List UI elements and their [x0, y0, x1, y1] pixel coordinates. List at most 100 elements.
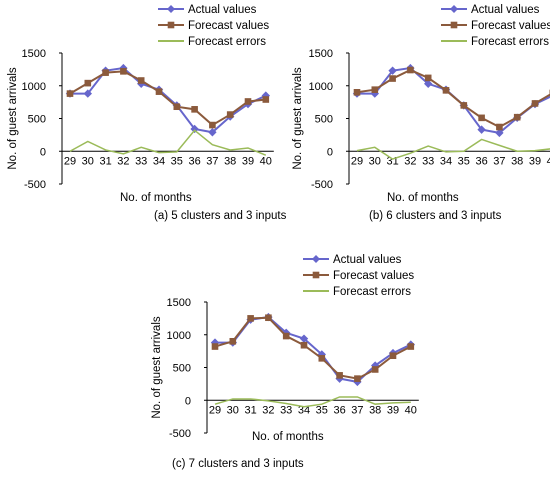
series-line-3	[356, 138, 550, 160]
data-point-actual	[495, 128, 504, 138]
x-tick-label: 35	[458, 155, 470, 167]
x-tick-label: 38	[511, 155, 523, 167]
x-tick-label: 29	[351, 155, 363, 167]
data-point-actual	[477, 125, 486, 134]
data-point-forecast	[209, 121, 216, 129]
chart-caption: (b) 6 clusters and 3 inputs	[369, 210, 502, 222]
data-point-forecast	[407, 66, 414, 74]
data-point-forecast	[531, 100, 539, 107]
data-point-forecast	[265, 314, 272, 322]
x-axis-title: No. of months	[252, 431, 324, 443]
x-tick-label: 36	[475, 155, 487, 167]
data-point-actual	[388, 66, 397, 75]
y-tick-label: 1000	[309, 81, 333, 93]
x-tick-label: 40	[405, 404, 417, 416]
data-point-forecast	[244, 98, 252, 105]
legend-label: Forecast values	[333, 270, 414, 282]
chart-2: 150010005000-500293031323334353637383940…	[292, 4, 550, 222]
data-point-forecast	[229, 338, 237, 345]
x-tick-label: 36	[333, 404, 345, 416]
legend-label: Actual values	[333, 254, 402, 266]
x-tick-label: 30	[227, 404, 239, 416]
x-tick-label: 35	[171, 155, 183, 167]
legend-marker	[312, 271, 320, 279]
chart-1: 1500 1000 500 0 -500 29 30 31 32 33 34 35 36 37 38 39 40…	[7, 4, 287, 222]
data-point-forecast	[354, 375, 361, 382]
x-tick-label: 38	[369, 404, 381, 416]
x-tick-label: 33	[135, 155, 147, 167]
data-point-forecast	[336, 372, 343, 379]
y-tick-label: -500	[311, 179, 333, 191]
x-tick-label: 32	[404, 155, 416, 167]
y-tick-label: 1500	[309, 48, 333, 60]
data-point-forecast	[191, 106, 198, 113]
data-point-actual	[210, 338, 220, 347]
x-tick-label: 37	[493, 155, 505, 167]
data-point-forecast	[442, 87, 450, 94]
x-tick-label: 32	[262, 404, 274, 416]
y-tick-label: 1500	[22, 48, 46, 60]
data-point-forecast	[496, 123, 503, 131]
data-point-actual	[208, 128, 217, 137]
data-point-forecast	[371, 366, 379, 373]
y-tick-label: 500	[28, 114, 46, 126]
x-tick-label: 33	[422, 155, 434, 167]
legend-label: Actual values	[188, 4, 257, 16]
x-tick-label: 32	[117, 155, 129, 167]
chart-caption: (c) 7 clusters and 3 inputs	[172, 458, 304, 470]
data-point-forecast	[247, 315, 254, 322]
y-tick-label: 0	[185, 395, 191, 407]
x-tick-label: 33	[280, 404, 292, 416]
y-tick-label: -500	[24, 179, 46, 191]
y-axis-title: No. of guest arrivals	[292, 67, 304, 170]
data-point-forecast	[389, 352, 397, 360]
legend-marker	[450, 21, 458, 29]
legend-label: Forecast values	[471, 20, 550, 32]
y-tick-label: 500	[315, 114, 333, 126]
x-tick-label: 40	[547, 155, 550, 167]
y-axis-title: No. of guest arrivals	[7, 67, 19, 170]
x-tick-label: 35	[316, 404, 328, 416]
x-axis-title: No. of months	[387, 192, 459, 204]
data-point-forecast	[424, 74, 432, 82]
x-tick-label: 34	[298, 404, 310, 416]
chart-caption: (a) 5 clusters and 3 inputs	[154, 210, 287, 222]
data-point-forecast	[262, 96, 270, 103]
data-point-forecast	[300, 341, 308, 349]
chart-3: 1500 1000 500 0 -500 29 30 31 32 33 34 35 36 37 38 39 40…	[151, 254, 419, 470]
data-point-forecast	[478, 114, 485, 122]
x-axis-title: No. of months	[120, 192, 192, 204]
data-point-forecast	[211, 343, 219, 350]
x-tick-label: 37	[351, 404, 363, 416]
x-tick-label: 39	[387, 404, 399, 416]
x-tick-label: 31	[99, 155, 111, 167]
x-tick-label: 37	[206, 155, 218, 167]
data-point-forecast	[120, 68, 127, 75]
data-point-forecast	[389, 75, 396, 82]
data-point-actual	[299, 334, 309, 343]
y-tick-label: -500	[169, 428, 191, 440]
data-point-forecast	[84, 79, 92, 87]
legend-marker	[167, 21, 175, 29]
data-point-forecast	[353, 89, 361, 96]
y-axis-title: No. of guest arrivals	[151, 316, 163, 419]
x-tick-label: 31	[244, 404, 256, 416]
data-point-forecast	[513, 113, 521, 121]
data-point-forecast	[66, 90, 74, 97]
legend-marker	[167, 5, 175, 13]
series-line-2	[214, 316, 412, 380]
data-point-forecast	[173, 103, 181, 111]
legend-label: Forecast errors	[333, 286, 411, 298]
x-tick-label: 29	[64, 155, 76, 167]
x-tick-label: 34	[440, 155, 452, 167]
y-tick-label: 0	[327, 146, 333, 158]
x-tick-label: 39	[529, 155, 541, 167]
legend-marker	[312, 255, 320, 263]
series-line-3	[69, 129, 267, 156]
data-point-forecast	[407, 343, 415, 350]
x-tick-label: 40	[260, 155, 272, 167]
series-line-3	[214, 396, 411, 408]
y-tick-label: 1500	[167, 297, 191, 309]
